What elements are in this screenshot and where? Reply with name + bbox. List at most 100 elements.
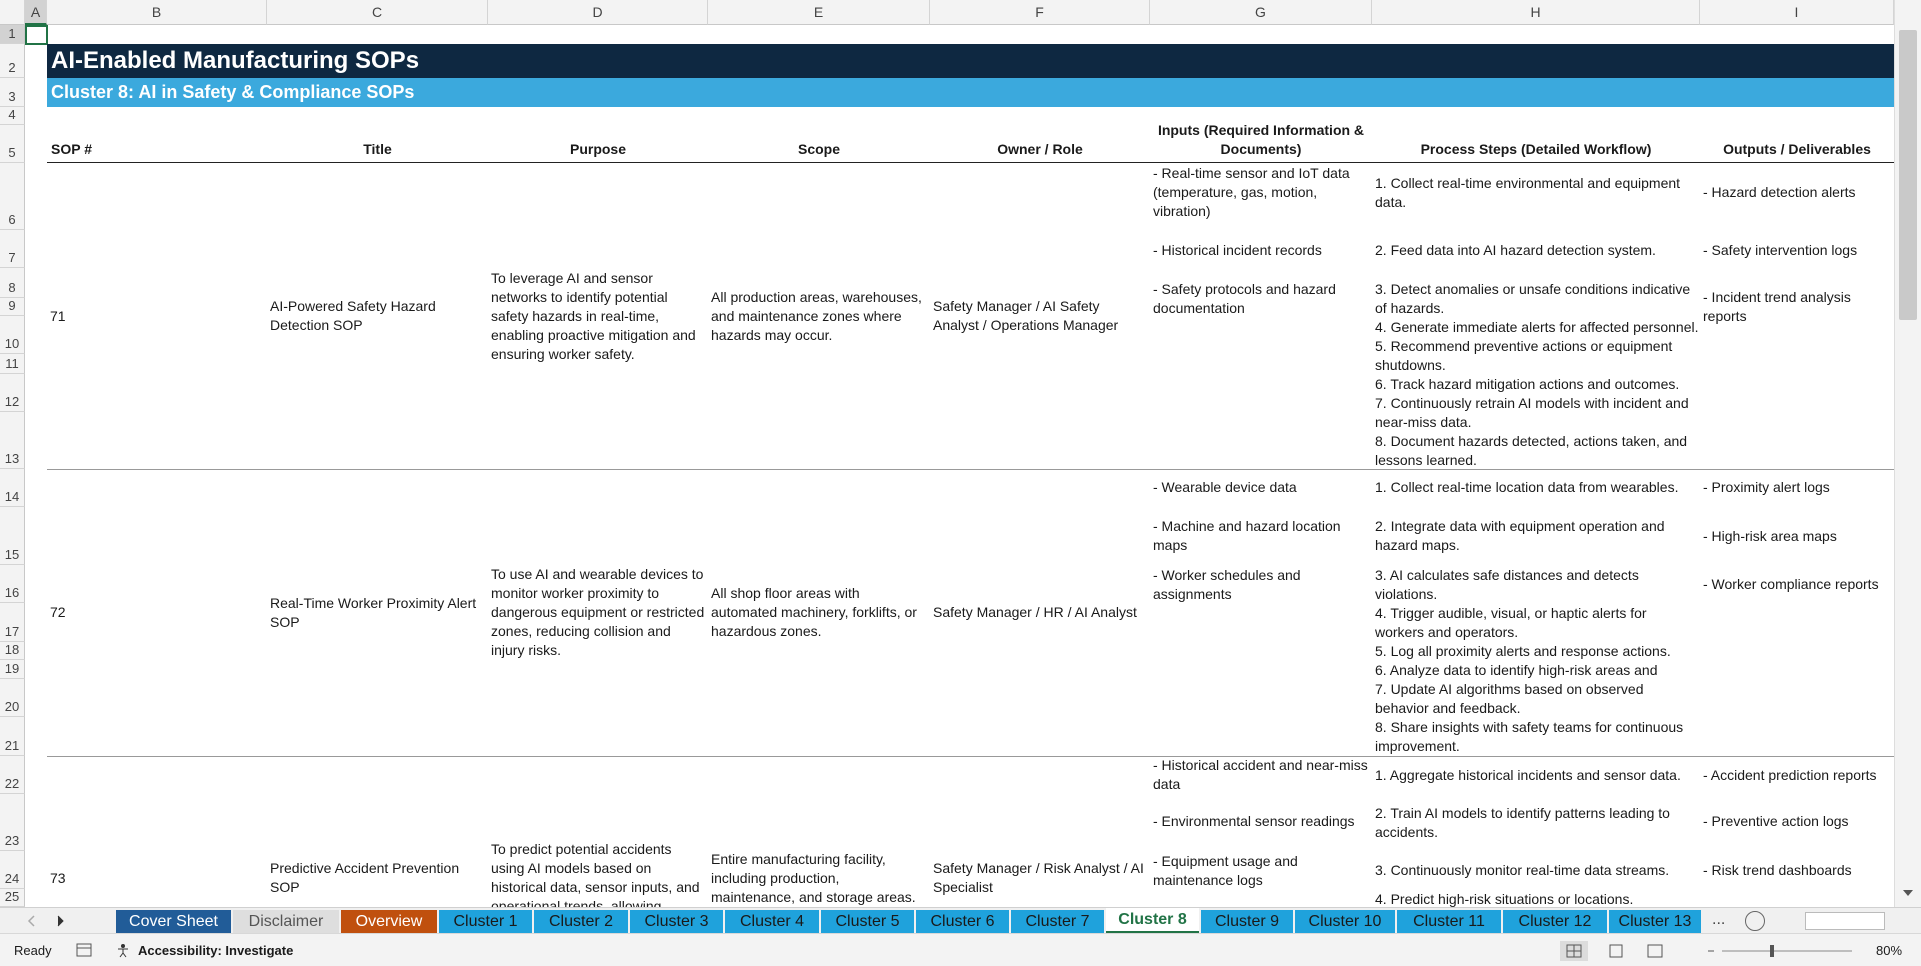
row-header[interactable]: 16	[0, 565, 25, 603]
column-header[interactable]: C	[267, 0, 488, 25]
accessibility-icon[interactable]	[116, 942, 134, 958]
cell-purpose: To predict potential accidents using AI …	[491, 841, 700, 907]
scroll-down[interactable]	[1901, 886, 1915, 900]
cell-outputs-item: - Hazard detection alerts	[1703, 184, 1856, 200]
cell-steps-item: 4. Trigger audible, visual, or haptic al…	[1375, 605, 1647, 640]
cell-outputs-item: - High-risk area maps	[1703, 528, 1837, 544]
row-header[interactable]: 4	[0, 107, 25, 125]
row-header[interactable]: 24	[0, 851, 25, 889]
sheet-tab[interactable]: Disclaimer	[233, 910, 339, 933]
row-header[interactable]: 3	[0, 78, 25, 107]
cell-steps-item: 2. Train AI models to identify patterns …	[1375, 805, 1670, 840]
status-ready: Ready	[14, 943, 52, 958]
cell-inputs-item: - Worker schedules and assignments	[1153, 567, 1301, 602]
cell-steps-item: 8. Share insights with safety teams for …	[1375, 719, 1684, 754]
sheet-tab[interactable]: Cluster 3	[630, 910, 723, 933]
vertical-scrollbar[interactable]	[1894, 0, 1921, 907]
column-header[interactable]: F	[930, 0, 1150, 25]
sheet-tab[interactable]: Cluster 6	[916, 910, 1009, 933]
tab-nav[interactable]	[26, 914, 66, 928]
row-separator	[47, 756, 1894, 757]
row-header[interactable]: 18	[0, 642, 25, 660]
table-header: Outputs / Deliverables	[1723, 141, 1871, 157]
row-header[interactable]: 22	[0, 756, 25, 794]
cell-owner: Safety Manager / AI Safety Analyst / Ope…	[933, 298, 1119, 333]
row-header[interactable]: 2	[0, 44, 25, 78]
row-header[interactable]: 7	[0, 230, 25, 268]
column-header[interactable]: G	[1150, 0, 1372, 25]
cell-steps-item: 7. Update AI algorithms based on observe…	[1375, 681, 1644, 716]
row-header[interactable]: 13	[0, 412, 25, 469]
corner	[0, 0, 25, 25]
sheet-tab[interactable]: Cluster 4	[725, 910, 819, 933]
cell-sop: 73	[50, 869, 66, 886]
sheet-tab[interactable]: Cluster 10	[1295, 910, 1395, 933]
add-sheet[interactable]	[1745, 911, 1765, 931]
sheet-tab[interactable]: Cluster 9	[1201, 910, 1293, 933]
cell-outputs-item: - Incident trend analysis reports	[1703, 289, 1851, 324]
cell-steps-item: 1. Aggregate historical incidents and se…	[1375, 767, 1681, 783]
row-header[interactable]: 17	[0, 603, 25, 642]
horizontal-scrollbar[interactable]	[1805, 912, 1885, 930]
status-zoom[interactable]: 80%	[1876, 943, 1903, 958]
cell-inputs-item: - Equipment usage and maintenance logs	[1153, 853, 1298, 888]
row-header[interactable]: 10	[0, 316, 25, 354]
sheet-tab[interactable]: Cluster 11	[1397, 910, 1501, 933]
sheet-tab[interactable]: Cluster 7	[1011, 910, 1104, 933]
sheet-tab[interactable]: Cluster 12	[1503, 910, 1607, 933]
row-header[interactable]: 6	[0, 163, 25, 230]
sheet-tab[interactable]: Cluster 2	[534, 910, 628, 933]
row-header[interactable]: 19	[0, 660, 25, 679]
sheet-tab[interactable]: Overview	[341, 910, 437, 933]
sheet-tab[interactable]: Cluster 13	[1609, 910, 1701, 933]
cell-steps-item: 3. AI calculates safe distances and dete…	[1375, 567, 1639, 602]
row-header[interactable]: 23	[0, 794, 25, 851]
sheet-tab[interactable]: Cluster 1	[439, 910, 532, 933]
view-controls[interactable]	[1560, 941, 1860, 961]
row-header[interactable]: 1	[0, 25, 25, 44]
cell-steps-item: 1. Collect real-time location data from …	[1375, 479, 1679, 495]
sheet-grid: A B C D E F G H I 1 2 3 4 5 6 7 8 9 10 11 12 13 14 15 16 17 18 19 20…	[0, 0, 1894, 907]
row-header[interactable]: 5	[0, 125, 25, 163]
column-header[interactable]: H	[1372, 0, 1700, 25]
column-header[interactable]: B	[47, 0, 267, 25]
row-header[interactable]: 21	[0, 717, 25, 756]
cell-scope: Entire manufacturing facility, including…	[711, 850, 916, 905]
column-header[interactable]: I	[1700, 0, 1894, 25]
row-header[interactable]: 15	[0, 507, 25, 565]
cell-steps-item: 6. Track hazard mitigation actions and o…	[1375, 376, 1680, 392]
cell-inputs-item: - Environmental sensor readings	[1153, 813, 1355, 829]
scroll-thumb[interactable]	[1899, 30, 1917, 320]
cell-sop: 72	[50, 604, 66, 620]
column-header[interactable]: D	[488, 0, 708, 25]
cell-title: AI-Powered Safety Hazard Detection SOP	[270, 298, 436, 333]
cell-inputs-item: - Safety protocols and hazard documentat…	[1153, 281, 1336, 316]
cell-steps-item: 5. Recommend preventive actions or equip…	[1375, 338, 1673, 373]
cell-inputs-item: - Real-time sensor and IoT data (tempera…	[1153, 165, 1350, 219]
cell-outputs-item: - Worker compliance reports	[1703, 576, 1879, 592]
more-tabs[interactable]: ...	[1712, 911, 1726, 928]
cell-steps-item: 1. Collect real-time environmental and e…	[1375, 175, 1681, 210]
sheet-tab[interactable]: Cluster 5	[821, 910, 914, 933]
table-header: Scope	[797, 141, 840, 157]
row-header[interactable]: 9	[0, 298, 25, 316]
row-header[interactable]: 25	[0, 889, 25, 907]
row-header[interactable]: 14	[0, 469, 25, 507]
cell-steps-item: 2. Feed data into AI hazard detection sy…	[1375, 242, 1656, 258]
macro-icon[interactable]	[76, 943, 92, 957]
sheet-tab[interactable]: Cover Sheet	[116, 910, 231, 933]
cell-outputs-item: - Proximity alert logs	[1703, 479, 1830, 495]
row-header[interactable]: 20	[0, 679, 25, 717]
status-accessibility[interactable]: Accessibility: Investigate	[138, 943, 294, 958]
cell-owner: Safety Manager / Risk Analyst / AI Speci…	[933, 860, 1144, 895]
row-header[interactable]: 8	[0, 268, 25, 298]
cell-steps-item: 6. Analyze data to identify high-risk ar…	[1375, 662, 1658, 678]
sheet-tab[interactable]: Cluster 8	[1106, 908, 1199, 933]
column-header[interactable]: E	[708, 0, 930, 25]
column-header[interactable]: A	[25, 0, 47, 25]
cell-purpose: To leverage AI and sensor networks to id…	[491, 269, 696, 362]
row-header[interactable]: 11	[0, 354, 25, 374]
cell-steps-item: 4. Generate immediate alerts for affecte…	[1375, 319, 1699, 335]
row-header[interactable]: 12	[0, 374, 25, 412]
